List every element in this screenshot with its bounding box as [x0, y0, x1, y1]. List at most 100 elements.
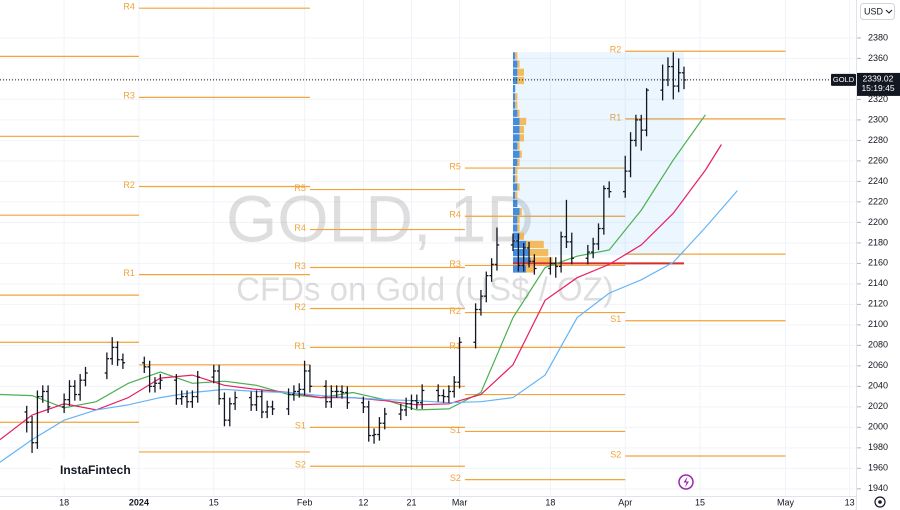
currency-box[interactable]: [860, 3, 895, 20]
watermark: GOLD, 1D CFDs on Gold (US$ / OZ): [226, 181, 614, 307]
x-tick-label: 13: [845, 497, 855, 507]
pivot-label: R5: [294, 183, 306, 193]
profile-up-bar: [513, 117, 520, 126]
profile-down-bar: [517, 76, 524, 85]
profile-up-bar: [513, 208, 520, 216]
price-tag-value: 2339.02: [863, 74, 894, 84]
profile-down-bar: [528, 249, 549, 257]
profile-up-bar: [513, 257, 531, 265]
y-tick-label: 2040: [868, 381, 888, 391]
profile-down-bar: [517, 183, 520, 191]
pivot-label: R1: [610, 112, 622, 122]
pivot-label: R3: [123, 91, 135, 101]
x-tick-label: 21: [406, 497, 416, 507]
x-tick-label: May: [777, 497, 795, 507]
profile-up-bar: [513, 142, 518, 150]
profile-up-bar: [513, 265, 527, 273]
settings-dot[interactable]: [878, 500, 882, 504]
icon-bolt[interactable]: [683, 476, 690, 488]
profile-up-bar: [513, 126, 520, 134]
y-tick-label: 2180: [868, 237, 888, 247]
profile-down-bar: [517, 142, 520, 150]
plot-area: R4 R3 R2 R1 R5 R4 R3 R2 R1 S1 S2 R5 R4 R3 R2 R1 S1 S2 R2 R1…: [0, 2, 855, 483]
y-tick-label: 1960: [868, 463, 888, 473]
profile-up-bar: [513, 224, 518, 232]
currency-selector[interactable]: USD: [860, 3, 895, 20]
profile-down-bar: [515, 52, 518, 60]
pivot-label: S1: [610, 314, 621, 324]
x-tick-label: Mar: [452, 497, 468, 507]
flash-icon[interactable]: [678, 474, 694, 490]
axes: 1940196019802000202020402060208021002120…: [59, 32, 888, 507]
brand-name: InstaFintech: [60, 463, 131, 477]
profile-down-bar: [526, 240, 544, 249]
x-tick-label: 15: [695, 497, 705, 507]
x-tick-label: Feb: [297, 497, 313, 507]
profile-up-bar: [513, 109, 518, 117]
pivot-label: R2: [123, 180, 135, 190]
pivot-label: S1: [295, 421, 306, 431]
profile-down-bar: [519, 126, 524, 134]
y-tick-label: 2020: [868, 401, 888, 411]
brand-box: [52, 460, 130, 482]
y-tick-label: 2000: [868, 422, 888, 432]
y-tick-label: 2380: [868, 32, 888, 42]
y-tick-label: 2320: [868, 94, 888, 104]
profile-up-bar: [513, 191, 516, 199]
profile-down-bar: [517, 158, 520, 167]
ma-line: [0, 190, 738, 463]
profile-up-bar: [513, 76, 518, 85]
settings-ring[interactable]: [874, 496, 886, 508]
y-tick-label: 2200: [868, 217, 888, 227]
pivot-label: R4: [294, 223, 306, 233]
y-tick-label: 2160: [868, 258, 888, 268]
x-tick-label: 15: [209, 497, 219, 507]
profile-down-bar: [530, 257, 553, 265]
y-tick-label: 2140: [868, 278, 888, 288]
y-tick-label: 2300: [868, 114, 888, 124]
profile-up-bar: [513, 93, 516, 101]
dropdown-caret[interactable]: [885, 9, 893, 14]
profile-down-bar: [517, 68, 524, 76]
y-tick-label: 2100: [868, 319, 888, 329]
y-tick-label: 2120: [868, 299, 888, 309]
profile-up-bar: [513, 101, 516, 109]
pivot-label: R2: [610, 45, 622, 55]
watermark-title: GOLD, 1D: [226, 181, 534, 255]
pivot-label: S2: [610, 449, 621, 459]
y-tick-label: 2240: [868, 176, 888, 186]
y-tick-label: 2360: [868, 53, 888, 63]
y-tick-label: 2060: [868, 360, 888, 370]
profile-up-bar: [513, 183, 518, 191]
profile-up-bar: [513, 249, 529, 257]
profile-up-bar: [513, 175, 516, 183]
price-tag: [857, 72, 900, 96]
pivot-label: S1: [450, 425, 461, 435]
profile-down-bar: [515, 93, 518, 101]
profile-up-bar: [513, 158, 518, 167]
pivot-label: S2: [450, 473, 461, 483]
profile-down-bar: [517, 109, 520, 117]
pivot-label: R3: [294, 261, 306, 271]
profile-up-bar: [513, 52, 516, 60]
profile-down-bar: [526, 265, 535, 273]
pivot-label: R4: [123, 2, 135, 12]
profile-down-bar: [517, 224, 520, 232]
currency-label[interactable]: USD: [864, 6, 884, 16]
pivot-label: R4: [449, 210, 461, 220]
profile-down-bar: [519, 232, 524, 240]
pivot-label: R2: [294, 302, 306, 312]
profile-up-bar: [513, 232, 520, 240]
x-tick-label: 12: [358, 497, 368, 507]
settings-button[interactable]: [874, 496, 886, 508]
pivot-label: R1: [449, 341, 461, 351]
y-tick-label: 2280: [868, 135, 888, 145]
brand-logo: InstaFintech: [52, 460, 131, 482]
watermark-subtitle: CFDs on Gold (US$ / OZ): [236, 271, 614, 308]
profile-up-bar: [513, 134, 520, 142]
profile-up-bar: [513, 85, 516, 93]
y-tick-label: 1940: [868, 483, 888, 493]
